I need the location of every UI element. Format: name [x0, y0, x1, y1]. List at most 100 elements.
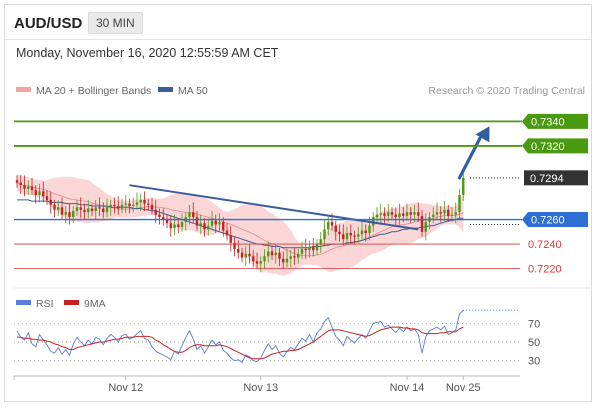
- candle-body: [124, 203, 127, 205]
- candle-body: [53, 204, 56, 210]
- candle-body: [413, 212, 416, 215]
- x-tick-label: Nov 25: [446, 382, 481, 394]
- candle-body: [64, 212, 67, 215]
- pivot-tag: [522, 212, 588, 228]
- bollinger-legend-label: MA 20 + Bollinger Bands: [36, 85, 151, 97]
- candle-body: [432, 214, 435, 218]
- candle-body: [454, 212, 457, 215]
- rsi-level-label-30: 30: [528, 356, 540, 368]
- candle-body: [180, 221, 184, 227]
- rsi-ma-legend-label: 9MA: [84, 298, 106, 310]
- rsi-legend-swatch: [16, 300, 31, 305]
- candle-body: [207, 225, 210, 230]
- candle-body: [345, 233, 349, 240]
- pivot-label: 0.7260: [531, 215, 565, 227]
- candle-body: [165, 219, 169, 224]
- candle-body: [330, 221, 334, 226]
- candle-body: [282, 258, 285, 263]
- candle-body: [267, 251, 270, 257]
- candle-body: [447, 209, 450, 216]
- candle-body: [420, 215, 424, 232]
- resistance_1-label: 0.7320: [531, 141, 565, 153]
- candle-body: [162, 217, 165, 220]
- rsi-line: [16, 309, 464, 364]
- candle-body: [312, 246, 315, 251]
- candle-body: [405, 212, 409, 216]
- candle-body: [248, 253, 251, 257]
- candle-body: [327, 221, 330, 230]
- candle-body: [342, 234, 345, 240]
- ma50-legend-label: MA 50: [178, 85, 208, 97]
- candle-body: [72, 210, 75, 218]
- rsi-plot: 70 50 30: [14, 309, 540, 368]
- candle-body: [323, 229, 326, 240]
- candle-body: [353, 235, 356, 237]
- rsi-legend-label: RSI: [36, 298, 54, 310]
- candle-body: [27, 186, 30, 189]
- candle-body: [30, 186, 34, 191]
- candle-body: [147, 203, 150, 205]
- candle-body: [120, 204, 124, 209]
- candle-body: [109, 204, 112, 208]
- candle-body: [188, 212, 191, 218]
- candle-body: [102, 208, 105, 213]
- resistance_1-tag: [522, 138, 588, 154]
- candle-body: [214, 220, 217, 225]
- candle-body: [462, 177, 465, 195]
- candle-body: [255, 261, 259, 264]
- candle-body: [177, 224, 180, 227]
- candle-body: [394, 214, 397, 218]
- header-divider: [5, 39, 591, 40]
- candle-body: [424, 221, 427, 232]
- chart-header: AUD/USD 30 MIN: [5, 5, 591, 39]
- resistance_2-tag: [522, 113, 588, 129]
- candle-body: [349, 233, 352, 236]
- chart-widget: AUD/USD 30 MIN Monday, November 16, 2020…: [4, 4, 592, 402]
- rsi-ma-legend-swatch: [64, 300, 79, 305]
- candle-body: [90, 208, 94, 211]
- candle-body: [252, 256, 255, 262]
- copyright-text: Research © 2020 Trading Central: [428, 85, 585, 97]
- ma20-line: [16, 182, 464, 257]
- x-tick-label: Nov 12: [108, 382, 143, 394]
- candle-body: [158, 214, 161, 218]
- candle-body: [289, 256, 292, 259]
- rsi-legend: RSI 9MA: [16, 298, 106, 310]
- last-price-tag-bg: [524, 170, 588, 186]
- candle-body: [229, 235, 232, 243]
- candle-body: [132, 204, 135, 207]
- candle-body: [105, 207, 109, 213]
- candle-body: [435, 212, 439, 215]
- projection-arrow-shaft: [457, 131, 485, 180]
- candle-body: [278, 252, 281, 259]
- candle-body: [233, 242, 236, 249]
- candle-body: [210, 220, 214, 226]
- x-axis: Nov 12 Nov 13 Nov 14 Nov 25: [13, 376, 481, 394]
- candle-body: [439, 212, 442, 214]
- candle-body: [218, 221, 221, 225]
- candle-body: [23, 185, 26, 189]
- candle-body: [390, 212, 394, 215]
- candle-body: [192, 212, 195, 218]
- candle-body: [364, 230, 367, 234]
- candle-body: [293, 256, 296, 258]
- resistance_2-label: 0.7340: [531, 116, 565, 128]
- candle-body: [409, 212, 412, 215]
- candle-body: [244, 253, 247, 258]
- candle-body: [38, 191, 41, 195]
- support_1-label: 0.7240: [528, 239, 562, 251]
- candle-body: [195, 217, 199, 226]
- timeframe-badge[interactable]: 30 MIN: [88, 12, 143, 34]
- rsi-ma-line: [17, 326, 464, 360]
- price-levels: 0.7340 0.7320 0.7294 0.7260 0.7240 0.7220: [14, 113, 588, 276]
- candle-body: [45, 196, 49, 200]
- candle-body: [274, 252, 277, 256]
- x-tick-label: Nov 13: [243, 382, 278, 394]
- candle-body: [270, 251, 274, 256]
- candle-body: [169, 223, 172, 229]
- candle-body: [383, 213, 386, 216]
- candle-body: [60, 207, 64, 215]
- ma50-legend-swatch: [158, 87, 173, 92]
- candle-body: [417, 212, 420, 216]
- candle-body: [458, 195, 461, 213]
